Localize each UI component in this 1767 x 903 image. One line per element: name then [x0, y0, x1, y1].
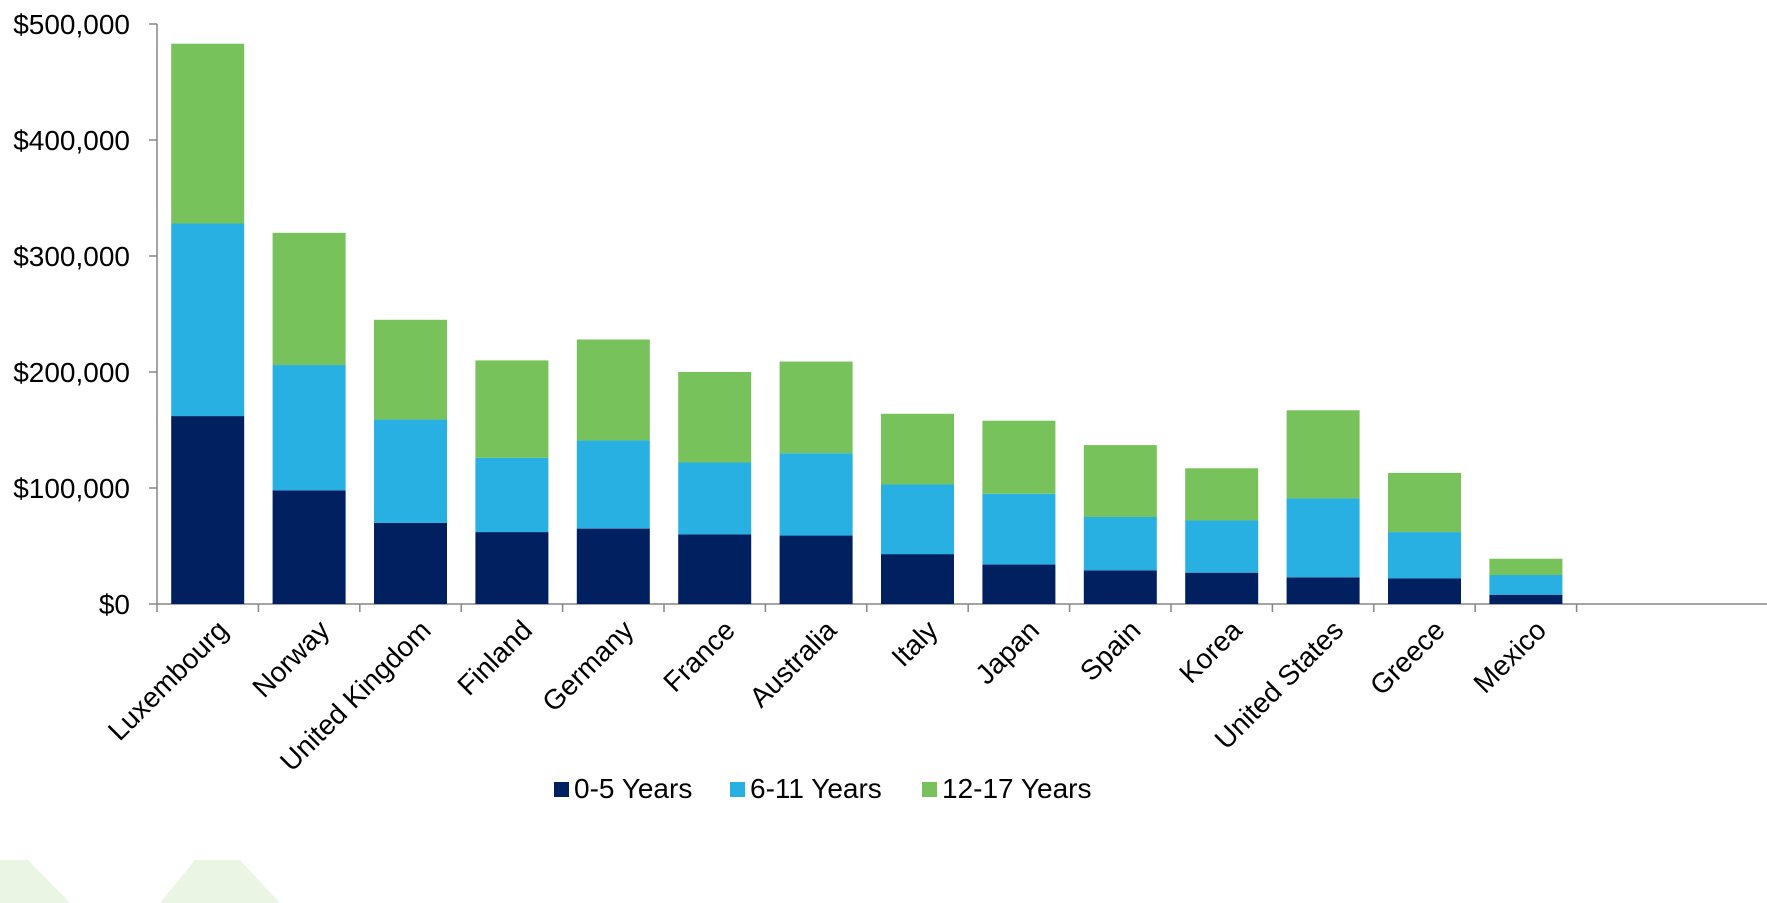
bar-stack	[779, 361, 853, 604]
bar-stack	[678, 372, 752, 604]
bar-segment	[1185, 468, 1259, 521]
bar-stack	[881, 413, 954, 604]
bar-segment	[1286, 577, 1360, 604]
bar-segment	[374, 522, 447, 604]
x-tick-label: Australia	[743, 614, 842, 713]
bar-stack	[1185, 468, 1259, 604]
bar-segment	[779, 453, 853, 536]
chart-bars	[171, 43, 1563, 604]
x-tick-label: Germany	[536, 614, 639, 717]
bar-segment	[576, 339, 650, 441]
legend-label: 12-17 Years	[942, 773, 1091, 804]
x-tick-label: Norway	[246, 614, 335, 703]
bar-segment	[982, 420, 1056, 494]
bar-segment	[272, 490, 346, 604]
bar-segment	[1388, 578, 1461, 604]
bar-segment	[1083, 570, 1157, 604]
legend-item: 0-5 Years	[554, 773, 692, 804]
bar-stack	[1489, 558, 1563, 604]
y-axis-tick-labels: $0 $100,000 $200,000 $300,000 $400,000 $500,0…	[13, 9, 130, 620]
bar-segment	[1489, 575, 1563, 595]
legend-item: 6-11 Years	[730, 773, 882, 804]
bar-stack	[171, 43, 245, 604]
x-tick-label: Japan	[969, 614, 1045, 690]
chart-legend: 0-5 Years 6-11 Years 12-17 Years	[554, 773, 1091, 804]
y-tick-label: $100,000	[13, 473, 130, 504]
bar-segment	[272, 365, 346, 491]
bar-segment	[1388, 472, 1461, 533]
bar-segment	[475, 457, 549, 533]
bar-segment	[374, 319, 447, 420]
y-tick-label: $500,000	[13, 9, 130, 40]
y-tick-label: $0	[99, 589, 130, 620]
y-tick-label: $300,000	[13, 241, 130, 272]
y-tick-label: $400,000	[13, 125, 130, 156]
legend-label: 6-11 Years	[750, 773, 882, 804]
legend-swatch	[554, 782, 569, 797]
bar-stack	[374, 319, 447, 604]
x-tick-label: Korea	[1173, 614, 1248, 689]
x-tick-label: France	[657, 614, 741, 698]
bar-segment	[171, 223, 245, 417]
bar-segment	[1185, 520, 1259, 573]
bar-segment	[374, 419, 447, 523]
bar-segment	[779, 361, 853, 454]
bar-segment	[982, 564, 1056, 604]
bar-segment	[1185, 572, 1259, 604]
bar-stack	[1286, 410, 1360, 604]
bar-segment	[576, 528, 650, 604]
x-tick-label: Finland	[451, 614, 538, 701]
bar-segment	[1489, 558, 1563, 575]
bar-segment	[475, 532, 549, 604]
bar-stack	[982, 420, 1056, 604]
bar-segment	[1083, 517, 1157, 571]
bar-segment	[678, 372, 752, 463]
legend-swatch	[922, 782, 937, 797]
bar-segment	[1083, 445, 1157, 517]
bar-segment	[678, 462, 752, 535]
bar-segment	[171, 43, 245, 224]
legend-swatch	[730, 782, 745, 797]
background-chevron-decoration	[0, 860, 280, 903]
bar-segment	[1286, 498, 1360, 578]
bar-stack	[475, 360, 549, 604]
bar-segment	[1286, 410, 1360, 499]
x-tick-label: Luxembourg	[102, 614, 234, 746]
x-tick-label: Mexico	[1467, 614, 1552, 699]
bar-segment	[982, 493, 1056, 565]
bar-segment	[881, 413, 954, 485]
legend-item: 12-17 Years	[922, 773, 1091, 804]
bar-stack	[576, 339, 650, 604]
bar-segment	[1388, 532, 1461, 579]
y-tick-label: $200,000	[13, 357, 130, 388]
bar-segment	[272, 232, 346, 366]
bar-stack	[1083, 445, 1157, 604]
bar-segment	[576, 440, 650, 529]
bar-segment	[881, 484, 954, 555]
bar-segment	[678, 534, 752, 604]
bar-segment	[475, 360, 549, 458]
bar-stack	[272, 232, 346, 604]
bar-stack	[1388, 472, 1461, 604]
bar-segment	[881, 554, 954, 604]
x-tick-label: Spain	[1074, 614, 1147, 687]
bar-segment	[1489, 594, 1563, 604]
legend-label: 0-5 Years	[574, 773, 692, 804]
x-tick-label: Italy	[886, 614, 944, 672]
bar-segment	[171, 416, 245, 604]
x-tick-label: Greece	[1364, 614, 1451, 701]
bar-segment	[779, 535, 853, 604]
